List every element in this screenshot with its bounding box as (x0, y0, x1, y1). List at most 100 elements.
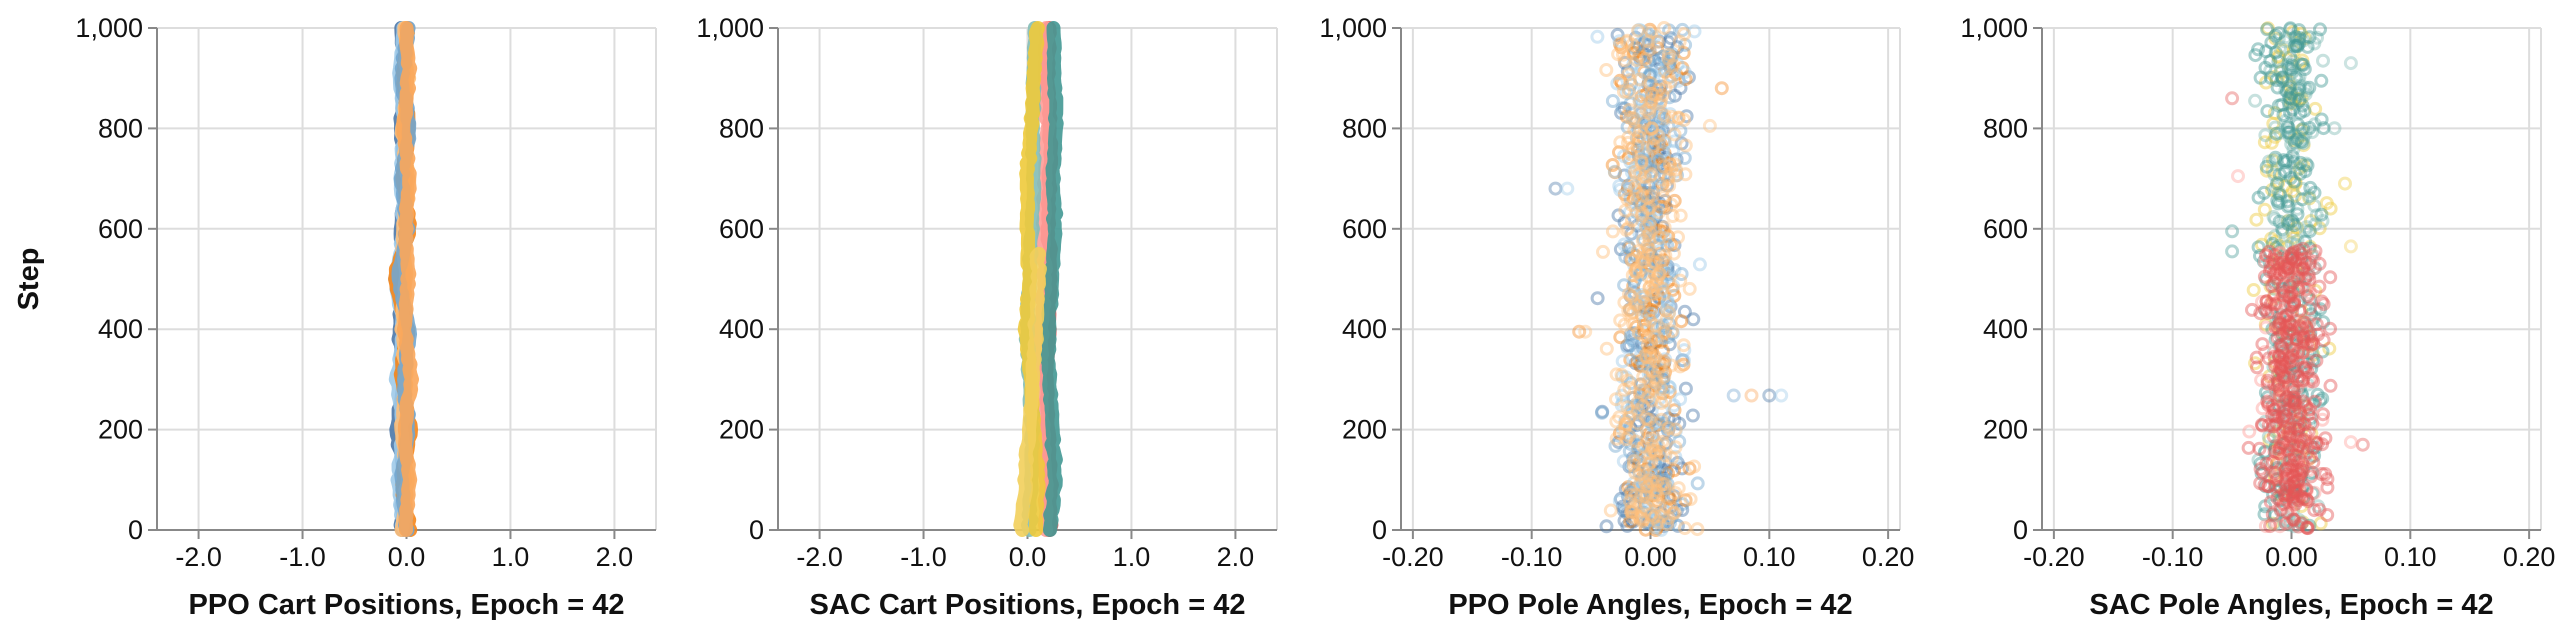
scatter-point (2274, 338, 2289, 352)
scatter-point (1621, 135, 1635, 150)
scatter-point (1657, 167, 1672, 182)
scatter-point (1640, 301, 1654, 316)
y-tick-label: 0 (128, 515, 143, 545)
scatter-point (2290, 407, 2305, 422)
scatter-point (2280, 452, 2295, 467)
scatter-point (2272, 338, 2287, 353)
scatter-point (1622, 287, 1636, 301)
scatter-point (2264, 231, 2279, 246)
scatter-point (2276, 310, 2291, 325)
scatter-point (2264, 305, 2279, 320)
scatter-point (1617, 187, 1632, 202)
scatter-point (2274, 287, 2289, 302)
scatter-point (2291, 471, 2306, 486)
scatter-point (2302, 255, 2317, 270)
scatter-point (1648, 520, 1662, 535)
scatter-point (2295, 433, 2310, 448)
scatter-point (2269, 126, 2284, 141)
x-tick-label: -1.0 (279, 542, 326, 572)
scatter-point (1618, 413, 1633, 428)
scatter-point (1634, 196, 1649, 211)
scatter-point (2284, 509, 2298, 524)
scatter-point (1636, 142, 1651, 156)
scatter-point (2295, 98, 2310, 113)
y-tick-label: 0 (1372, 515, 1387, 545)
scatter-point (2268, 332, 2283, 347)
scatter-point (2303, 402, 2317, 417)
y-tick-label: 0 (749, 515, 764, 545)
scatter-point (2272, 185, 2287, 200)
scatter-point (2271, 176, 2286, 191)
scatter-point (2268, 45, 2283, 60)
scatter-point (1626, 458, 1641, 473)
scatter-point (1643, 347, 1658, 362)
scatter-point (1642, 427, 1657, 441)
scatter-point (1627, 287, 1642, 302)
scatter-point (2307, 249, 2322, 264)
scatter-point (1609, 392, 1623, 407)
scatter-point (2289, 485, 2304, 500)
scatter-point (2308, 434, 2323, 449)
scatter-point (1644, 334, 1659, 349)
scatter-point (1625, 406, 1639, 421)
scatter-point (2277, 375, 2292, 390)
scatter-point (1643, 346, 1658, 360)
scatter-point (1643, 76, 1658, 91)
scatter-point (1655, 343, 1670, 358)
scatter-point (1624, 505, 1639, 520)
scatter-point (2286, 368, 2301, 383)
scatter-point (1657, 481, 1672, 496)
scatter-point (2271, 276, 2286, 291)
scatter-point (1631, 144, 1646, 159)
scatter-point (1632, 226, 1647, 241)
scatter-point (1630, 193, 1645, 208)
scatter-point (2286, 318, 2301, 333)
scatter-point (2258, 444, 2273, 459)
scatter-point (1613, 491, 1628, 506)
scatter-point (1651, 127, 1666, 142)
scatter-point (1653, 86, 1668, 101)
scatter-point (1623, 504, 1638, 519)
scatter-point (2284, 131, 2299, 146)
scatter-point (2323, 378, 2338, 393)
scatter-point (1655, 321, 1670, 336)
scatter-point (1620, 373, 1635, 388)
scatter-point (2260, 390, 2275, 405)
scatter-point (1647, 136, 1661, 151)
scatter-point (2265, 408, 2280, 423)
scatter-point (1658, 61, 1673, 76)
scatter-point (1619, 109, 1634, 124)
scatter-point (1653, 320, 1668, 335)
scatter-point (1644, 119, 1659, 134)
scatter-point (2281, 415, 2295, 430)
scatter-point (2295, 181, 2310, 196)
scatter-point (2288, 176, 2303, 191)
scatter-point (2285, 353, 2300, 368)
scatter-point (1629, 297, 1643, 312)
scatter-point (2304, 339, 2319, 354)
y-tick-label: 1,000 (696, 13, 764, 43)
scatter-point (1643, 487, 1658, 502)
scatter-point (2282, 125, 2297, 140)
scatter-point (2257, 185, 2272, 200)
scatter-point (1630, 139, 1645, 154)
scatter-point (2279, 356, 2294, 371)
scatter-point (1653, 506, 1668, 521)
scatter-point (2281, 517, 2296, 532)
scatter-point (2271, 357, 2286, 372)
scatter-point (2283, 451, 2298, 466)
scatter-point (1656, 331, 1671, 346)
scatter-point (1632, 438, 1646, 453)
scatter-point (1599, 341, 1614, 356)
scatter-point (2277, 264, 2292, 279)
scatter-point (1659, 302, 1674, 316)
scatter-point (1642, 257, 1657, 272)
scatter-point (2279, 390, 2294, 405)
scatter-point (2282, 322, 2297, 337)
scatter-point (1667, 238, 1682, 253)
scatter-point (2287, 479, 2302, 494)
scatter-point (2268, 358, 2283, 373)
scatter-point (1661, 491, 1676, 506)
scatter-point (1649, 104, 1664, 119)
